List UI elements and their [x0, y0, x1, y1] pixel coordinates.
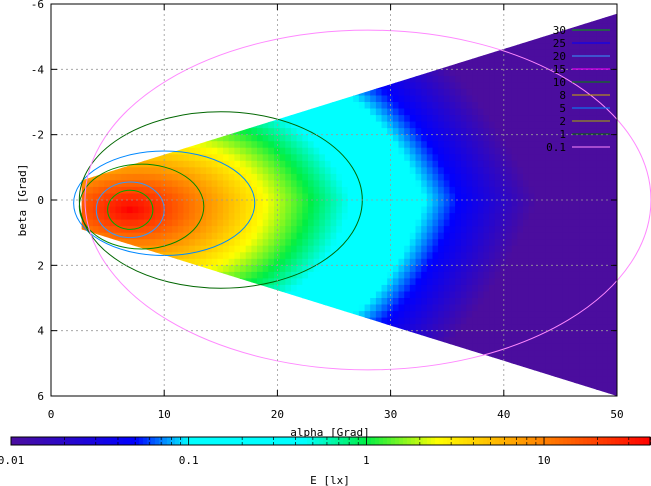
x-tick-label: 10 — [158, 408, 171, 421]
y-tick-label: 4 — [37, 325, 44, 338]
y-tick-label: 0 — [37, 194, 44, 207]
legend-label-25: 25 — [553, 37, 566, 50]
x-tick-label: 50 — [610, 408, 623, 421]
legend-label-0.1: 0.1 — [546, 141, 566, 154]
x-tick-label: 0 — [48, 408, 55, 421]
legend-label-5: 5 — [559, 102, 566, 115]
y-tick-label: -6 — [31, 0, 44, 11]
colorbar-tick-label: 10 — [537, 454, 550, 467]
y-tick-label: -4 — [31, 63, 45, 76]
y-tick-label: 6 — [37, 390, 44, 403]
colorbar-label: E [lx] — [310, 474, 350, 486]
legend-label-15: 15 — [553, 63, 566, 76]
contour-line-30 — [107, 189, 154, 230]
colorbar: 0.01 0.1 1 10 — [0, 436, 651, 467]
legend-label-1: 1 — [559, 128, 566, 141]
colorbar-tick-label: 0.01 — [0, 454, 24, 467]
legend-label-30: 30 — [553, 24, 566, 37]
legend-label-2: 2 — [559, 115, 566, 128]
x-tick-label: 30 — [384, 408, 397, 421]
legend-label-20: 20 — [553, 50, 566, 63]
y-axis-label: beta [Grad] — [16, 164, 29, 237]
legend-label-8: 8 — [559, 89, 566, 102]
colorbar-tick-label: 1 — [363, 454, 370, 467]
axes: 0 10 20 30 40 50 -6 -4 -2 0 2 4 6 — [31, 0, 624, 421]
grid — [51, 4, 617, 396]
legend-label-10: 10 — [553, 76, 566, 89]
x-axis-label: alpha [Grad] — [290, 426, 369, 439]
colorbar-tick-label: 0.1 — [179, 454, 199, 467]
x-tick-label: 20 — [271, 408, 284, 421]
x-tick-label: 40 — [497, 408, 510, 421]
y-tick-label: -2 — [31, 129, 44, 142]
y-tick-label: 2 — [37, 259, 44, 272]
